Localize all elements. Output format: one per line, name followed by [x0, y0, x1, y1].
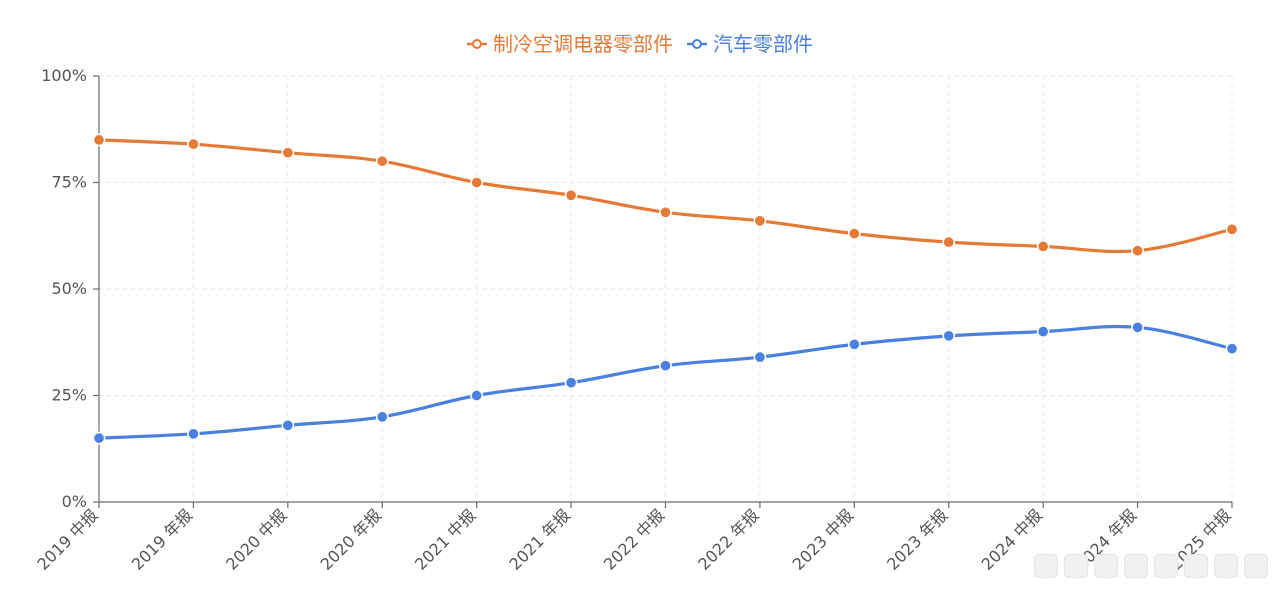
- y-tick-label: 50%: [51, 279, 87, 298]
- data-point[interactable]: [1131, 320, 1144, 334]
- x-tick-label: 2023 中报: [789, 505, 857, 573]
- data-point[interactable]: [847, 227, 861, 240]
- data-point[interactable]: [1225, 223, 1239, 236]
- data-point[interactable]: [1036, 325, 1050, 338]
- data-point[interactable]: [942, 235, 956, 249]
- data-point[interactable]: [1131, 244, 1144, 258]
- axes: 0% 25% 50% 75% 100% 2019 中报 2019 年报 2020 中报 2020…: [33, 66, 1234, 574]
- watermark-glyph: [1124, 554, 1148, 578]
- x-tick-label: 2019 中报: [33, 505, 101, 573]
- data-point[interactable]: [375, 154, 389, 168]
- y-tick-label: 75%: [51, 173, 87, 192]
- data-point[interactable]: [1225, 342, 1239, 355]
- data-point[interactable]: [847, 338, 861, 351]
- y-tick-label: 0%: [62, 492, 87, 511]
- data-point[interactable]: [281, 418, 295, 432]
- legend-marker-icon: [472, 39, 482, 49]
- data-point[interactable]: [375, 410, 389, 424]
- x-tick-label: 2021 中报: [411, 505, 479, 573]
- legend-label: 汽车零部件: [713, 32, 813, 56]
- data-point[interactable]: [470, 176, 484, 189]
- watermark-glyph: [1094, 554, 1118, 578]
- grid: [99, 75, 1233, 502]
- data-point[interactable]: [1036, 240, 1050, 253]
- x-tick-label: 2023 年报: [883, 505, 951, 573]
- watermark-glyph: [1184, 554, 1208, 578]
- watermark-glyph: [1064, 554, 1088, 578]
- data-point[interactable]: [187, 137, 200, 151]
- legend-item[interactable]: 制冷空调电器零部件: [467, 32, 673, 56]
- data-point[interactable]: [753, 214, 767, 228]
- data-point[interactable]: [564, 376, 578, 390]
- watermark-glyph: [1244, 554, 1268, 578]
- legend-marker-icon: [692, 39, 702, 49]
- y-tick-label: 25%: [51, 386, 87, 405]
- watermark-glyph: [1034, 554, 1058, 578]
- data-point[interactable]: [92, 133, 106, 147]
- y-tick-label: 100%: [41, 66, 87, 85]
- data-point[interactable]: [281, 146, 295, 160]
- x-tick-label: 2021 年报: [505, 505, 573, 573]
- x-tick-label: 2020 中报: [222, 505, 290, 573]
- data-point[interactable]: [942, 329, 956, 343]
- x-tick-label: 2020 年报: [317, 505, 385, 573]
- x-tick-label: 2022 中报: [600, 505, 668, 573]
- data-point[interactable]: [753, 350, 767, 364]
- series-lines: [92, 133, 1239, 445]
- x-tick-label: 2019 年报: [128, 505, 196, 573]
- legend-item[interactable]: 汽车零部件: [687, 32, 813, 56]
- watermark-glyph: [1154, 554, 1178, 578]
- data-point[interactable]: [659, 359, 672, 373]
- legend: 制冷空调电器零部件 汽车零部件: [467, 32, 813, 56]
- x-tick-label: 2022 年报: [694, 505, 762, 573]
- watermark: [1034, 548, 1270, 584]
- data-point[interactable]: [470, 389, 484, 402]
- series-1: [92, 133, 1239, 258]
- data-point[interactable]: [564, 188, 578, 202]
- series-2: [92, 320, 1239, 445]
- data-point[interactable]: [92, 431, 106, 445]
- watermark-glyph: [1214, 554, 1238, 578]
- data-point[interactable]: [659, 205, 672, 219]
- legend-label: 制冷空调电器零部件: [493, 32, 673, 56]
- data-point[interactable]: [187, 427, 200, 441]
